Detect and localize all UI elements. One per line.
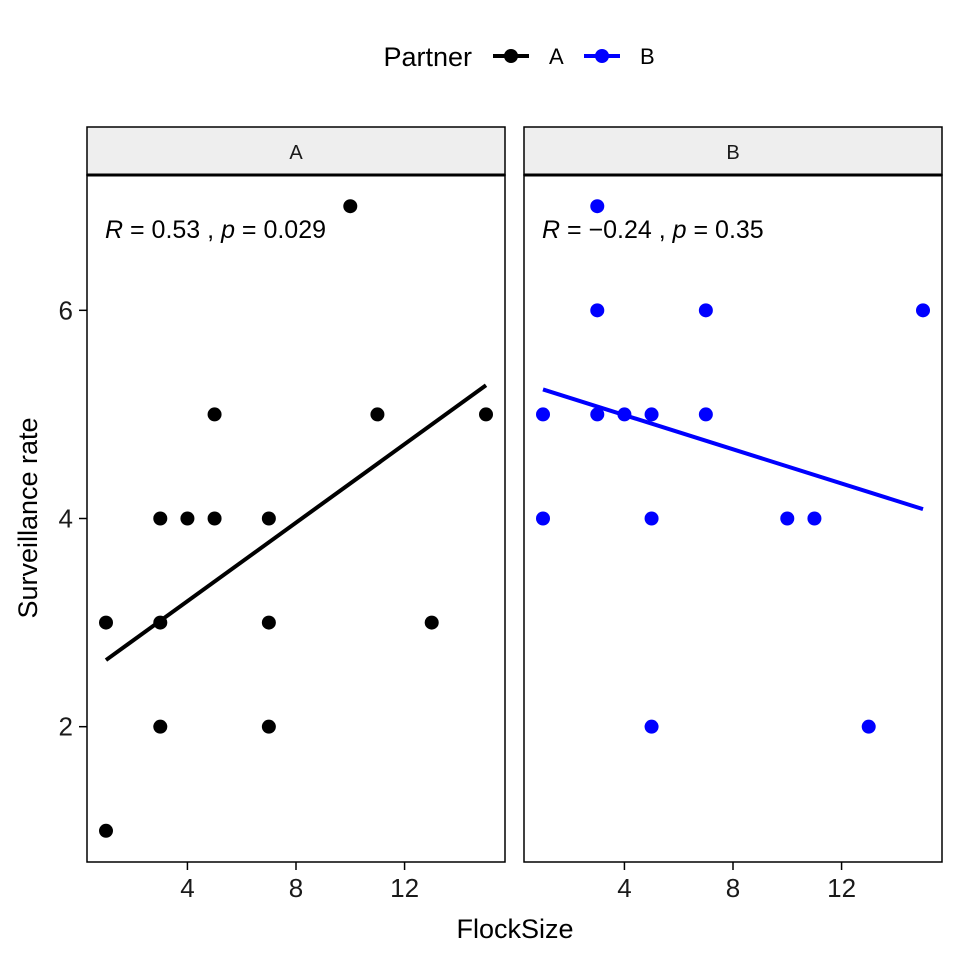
r-value: = −0.24 , [560,216,673,244]
data-point [861,719,876,734]
y-axis-title: Surveillance rate [13,417,43,618]
data-point [644,407,659,422]
data-point [153,511,168,526]
x-tick-label: 4 [180,873,194,903]
data-point [207,511,222,526]
data-point [343,199,358,214]
legend-label: A [549,44,564,69]
data-point [590,199,605,214]
x-tick-label: 12 [827,873,856,903]
legend-key-point [595,49,609,63]
data-point [780,511,795,526]
p-label: p [220,216,235,244]
data-point [261,719,276,734]
legend-item-a: A [493,44,564,69]
x-tick-label: 4 [617,873,631,903]
panel-border [523,174,943,863]
data-point [370,407,385,422]
data-point [536,407,550,422]
y-tick-label: 6 [59,295,73,325]
x-tick-label: 8 [289,873,303,903]
data-point [698,407,713,422]
legend-item-b: B [584,44,655,69]
legend: Partner A B [383,42,654,72]
legend-key-point [504,49,518,63]
regression-line [542,387,924,512]
data-point [261,615,276,630]
legend-title: Partner [383,42,472,72]
panel-border [86,174,506,863]
panel-a: A R = 0.53 , p = 0.029 [86,126,506,863]
data-point [644,511,659,526]
p-value: = 0.35 [687,216,764,244]
data-point [424,615,439,630]
facet-strip [523,126,943,176]
x-tick-label: 8 [726,873,740,903]
data-point [180,511,195,526]
data-point [153,719,168,734]
p-label: p [672,216,687,244]
facet-strip-label: A [289,142,303,164]
correlation-annotation: R = 0.53 , p = 0.029 [105,216,326,244]
data-point [479,407,493,422]
correlation-annotation: R = −0.24 , p = 0.35 [542,216,764,244]
facet-strip-label: B [726,142,739,164]
data-point [99,615,113,630]
data-point [207,407,222,422]
x-axis-title: FlockSize [456,914,573,944]
data-point [807,511,822,526]
regression-line [104,383,488,662]
y-tick-label: 4 [59,504,73,534]
y-tick-label: 2 [59,712,73,742]
data-point [536,511,550,526]
panel-b: B R = −0.24 , p = 0.35 [523,126,943,863]
p-value: = 0.029 [235,216,326,244]
facet-strip [86,126,506,176]
r-value: = 0.53 , [123,216,221,244]
data-point [99,823,113,838]
legend-label: B [640,44,655,69]
data-point [261,511,276,526]
r-label: R [105,216,123,244]
data-point [916,303,930,318]
x-tick-label: 12 [390,873,419,903]
data-point [590,407,605,422]
r-label: R [542,216,560,244]
data-point [644,719,659,734]
data-point [698,303,713,318]
data-point [590,303,605,318]
